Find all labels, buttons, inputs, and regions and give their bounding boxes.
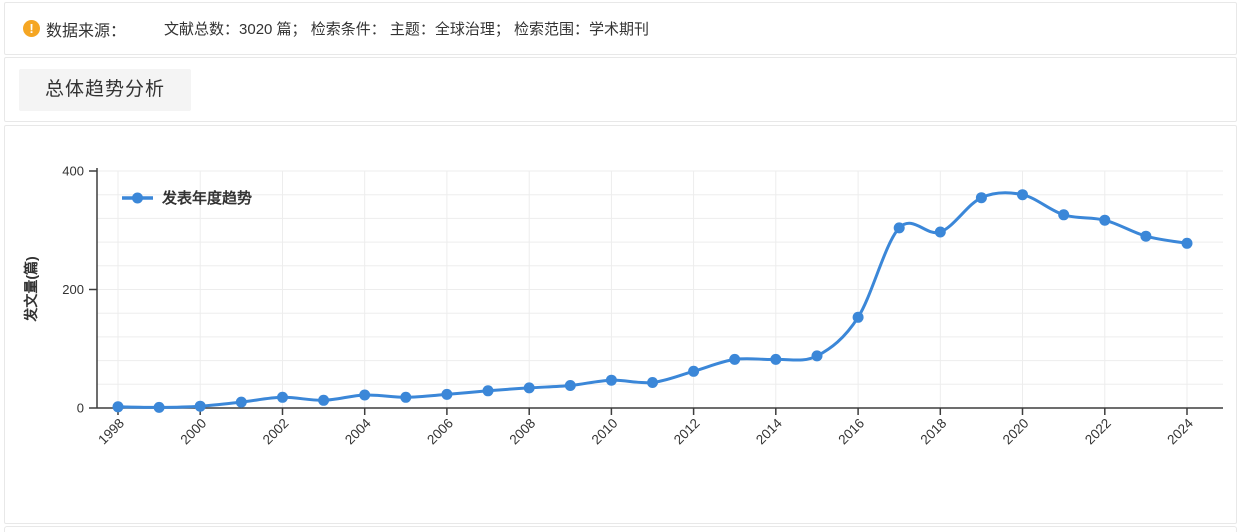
svg-text:发表年度趋势: 发表年度趋势 bbox=[161, 189, 252, 207]
data-source-bar: ! 数据来源： 文献总数：3020 篇； 检索条件： 主题：全球治理； 检索范围… bbox=[4, 2, 1237, 55]
svg-text:2004: 2004 bbox=[342, 415, 374, 447]
svg-text:2012: 2012 bbox=[671, 416, 703, 448]
svg-text:2016: 2016 bbox=[835, 416, 867, 448]
svg-text:1998: 1998 bbox=[95, 416, 127, 448]
svg-text:发文量(篇): 发文量(篇) bbox=[23, 256, 39, 322]
svg-text:2002: 2002 bbox=[260, 416, 292, 448]
warning-icon: ! bbox=[23, 20, 40, 37]
svg-text:2000: 2000 bbox=[177, 416, 209, 448]
svg-text:2022: 2022 bbox=[1082, 416, 1114, 448]
next-panel-edge bbox=[4, 526, 1237, 532]
svg-text:0: 0 bbox=[77, 401, 84, 416]
data-source-label: 数据来源： bbox=[46, 22, 127, 40]
search-summary: 文献总数：3020 篇； 检索条件： 主题：全球治理； 检索范围：学术期刊 bbox=[164, 21, 650, 38]
section-header: 总体趋势分析 bbox=[4, 57, 1237, 122]
svg-text:2014: 2014 bbox=[753, 415, 785, 447]
trend-chart-panel: 0 200 400 1998 2000 2002 2004 2006 2008 2010 2012 2… bbox=[4, 125, 1237, 524]
svg-text:2006: 2006 bbox=[424, 416, 456, 448]
svg-text:2024: 2024 bbox=[1164, 415, 1196, 447]
svg-text:2010: 2010 bbox=[589, 416, 621, 448]
svg-text:200: 200 bbox=[62, 282, 84, 297]
svg-text:2020: 2020 bbox=[1000, 416, 1032, 448]
svg-text:2018: 2018 bbox=[918, 416, 950, 448]
svg-text:2008: 2008 bbox=[506, 416, 538, 448]
trend-chart-svg: 0 200 400 1998 2000 2002 2004 2006 2008 2010 2012 2… bbox=[23, 164, 1223, 448]
tab-overall-trend[interactable]: 总体趋势分析 bbox=[19, 68, 192, 111]
svg-text:400: 400 bbox=[62, 164, 84, 179]
